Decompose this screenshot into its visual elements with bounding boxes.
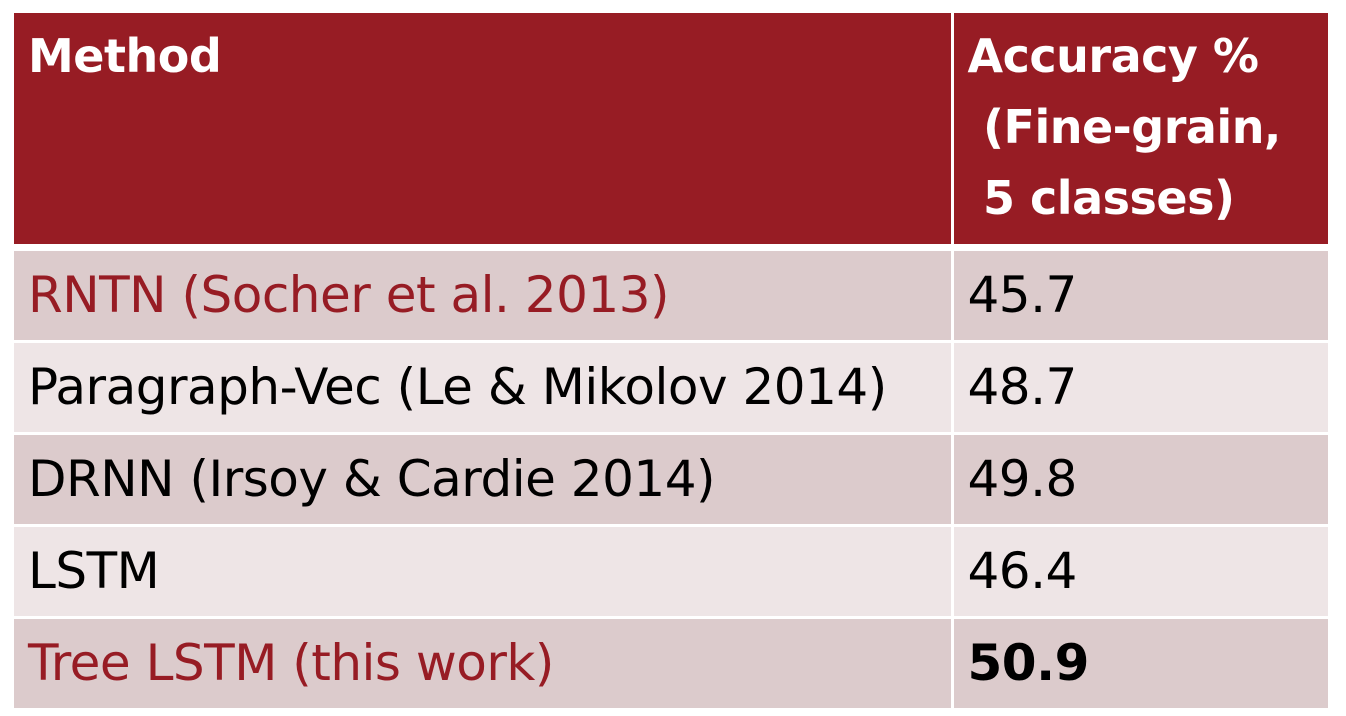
table-row: Paragraph-Vec (Le & Mikolov 2014) 48.7 [14,341,1328,435]
results-table: Method Accuracy % (Fine-grain, 5 classes… [14,13,1328,711]
row-accuracy-best: 50.9 [952,617,1328,711]
row-method: Paragraph-Vec (Le & Mikolov 2014) [14,341,954,435]
header-accuracy-line-2: (Fine-grain, [967,100,1281,154]
row-accuracy: 45.7 [952,247,1328,343]
header-accuracy-line-1: Accuracy % [967,29,1259,83]
row-method: Tree LSTM (this work) [14,617,954,711]
results-table-container: Method Accuracy % (Fine-grain, 5 classes… [14,13,1328,711]
header-accuracy-line-3: 5 classes) [967,171,1235,225]
header-method: Method [14,13,954,251]
row-accuracy: 49.8 [952,433,1328,527]
row-method: RNTN (Socher et al. 2013) [14,247,954,343]
table-header: Method Accuracy % (Fine-grain, 5 classes… [14,13,1328,251]
row-method: LSTM [14,525,954,619]
table-row: LSTM 46.4 [14,525,1328,619]
header-accuracy: Accuracy % (Fine-grain, 5 classes) [952,13,1328,251]
table-row: DRNN (Irsoy & Cardie 2014) 49.8 [14,433,1328,527]
row-method: DRNN (Irsoy & Cardie 2014) [14,433,954,527]
header-row: Method Accuracy % (Fine-grain, 5 classes… [14,13,1328,251]
table-row: RNTN (Socher et al. 2013) 45.7 [14,247,1328,343]
table-body: RNTN (Socher et al. 2013) 45.7 Paragraph… [14,247,1328,711]
row-accuracy: 48.7 [952,341,1328,435]
row-accuracy: 46.4 [952,525,1328,619]
table-row: Tree LSTM (this work) 50.9 [14,617,1328,711]
